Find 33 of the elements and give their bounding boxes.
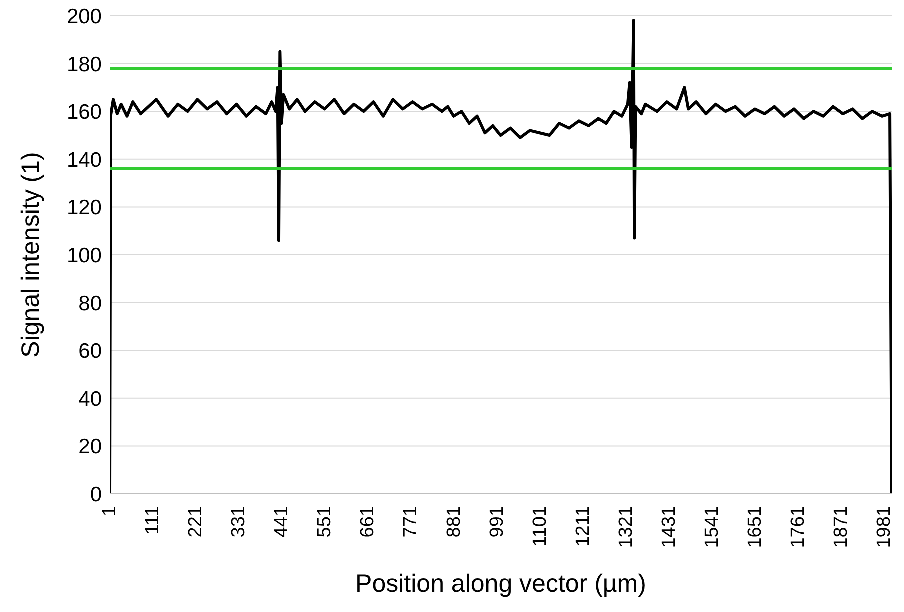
x-tick-label: 1871 [831,506,852,548]
x-tick-label: 441 [272,506,293,538]
y-tick-label: 200 [66,5,102,28]
x-tick-label: 331 [228,506,250,538]
x-tick-label: 661 [358,506,379,538]
line-series [110,19,892,494]
x-tick-label: 881 [444,506,465,538]
x-tick-label: 1431 [658,506,680,548]
x-tick-label: 1651 [744,506,766,548]
x-tick-label: 991 [486,506,508,538]
y-tick-label: 40 [78,388,102,411]
x-axis-title: Position along vector (µm) [356,570,646,598]
x-tick-label: 1 [100,506,120,517]
x-tick-label: 771 [400,506,422,538]
y-tick-label: 80 [78,292,102,316]
y-tick-label: 160 [66,101,102,124]
x-tick-label: 1541 [702,506,723,548]
y-axis-title: Signal intensity (1) [16,152,45,358]
x-tick-label: 1101 [530,506,551,547]
x-tick-label: 111 [142,506,164,535]
x-tick-label: 1321 [616,506,637,548]
y-tick-label: 140 [66,148,102,172]
y-tick-label: 60 [78,340,102,364]
y-tick-label: 180 [66,53,102,76]
x-tick-label: 1211 [572,506,594,547]
y-tick-label: 100 [66,244,102,268]
x-tick-label: 1981 [874,506,896,548]
y-tick-label: 120 [66,196,102,220]
x-tick-label: 1761 [788,506,810,548]
x-tick-label: 221 [186,506,207,538]
y-tick-label: 20 [78,436,102,459]
x-tick-label: 551 [314,506,336,538]
y-tick-label: 0 [90,483,102,506]
